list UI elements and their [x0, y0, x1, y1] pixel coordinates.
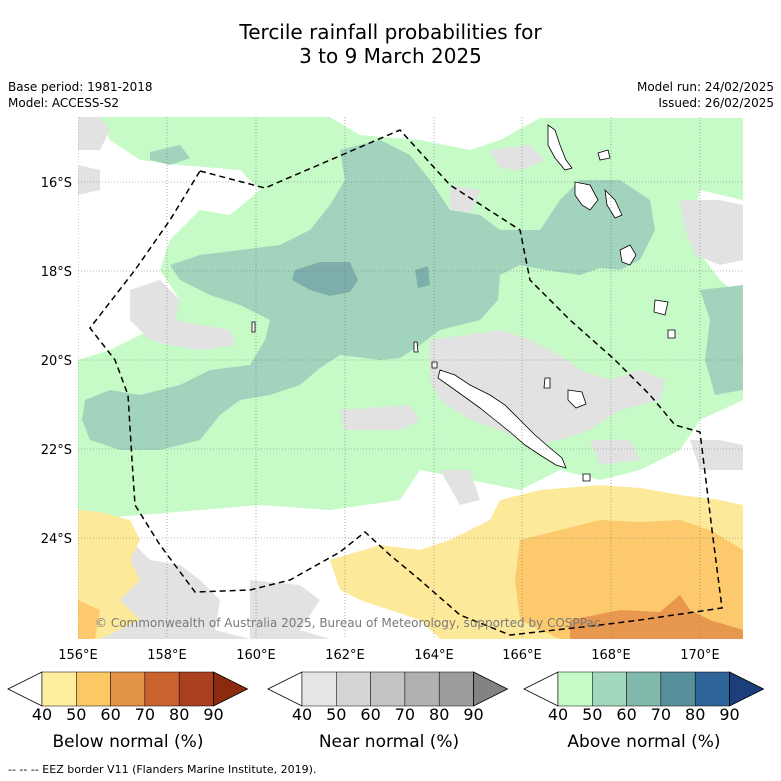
island-outlines — [251, 124, 676, 482]
grid-lines — [78, 117, 743, 639]
colorbar-segment — [76, 671, 111, 707]
colorbar-segment — [592, 671, 627, 707]
colorbar-below-normal: 40 50 60 70 80 90 — [7, 671, 249, 724]
colorbar-segment — [557, 671, 593, 707]
map-title-line1: Tercile rainfall probabilities for — [239, 20, 542, 44]
eez-border — [89, 129, 723, 636]
colorbar-tick-label: 50 — [582, 705, 602, 724]
colorbar-near-normal: 40 50 60 70 80 90 — [267, 671, 509, 724]
lon-label: 170°E — [680, 648, 720, 663]
colorbar-tick-label: 80 — [685, 705, 705, 724]
colorbar-tick-label: 50 — [66, 705, 86, 724]
colorbar-tick-label: 90 — [463, 705, 483, 724]
colorbar-under-triangle — [267, 671, 303, 707]
copyright-text: © Commonwealth of Australia 2025, Bureau… — [95, 616, 600, 630]
colorbar-tick-label: 60 — [616, 705, 636, 724]
lat-label: 20°S — [41, 354, 72, 369]
colorbar-over-triangle — [729, 671, 765, 707]
colorbar-segment — [41, 671, 77, 707]
lat-label: 18°S — [41, 265, 72, 280]
colorbar-segment — [336, 671, 371, 707]
colorbar-tick-label: 70 — [651, 705, 671, 724]
map-area — [78, 117, 743, 639]
colorbar-segment — [110, 671, 146, 707]
base-period-text: Base period: 1981-2018 — [8, 80, 153, 94]
lon-label: 160°E — [236, 648, 276, 663]
colorbar-tick-label: 80 — [169, 705, 189, 724]
colorbar-over-triangle — [213, 671, 249, 707]
colorbar-tick-label: 50 — [326, 705, 346, 724]
colorbar-segment — [144, 671, 180, 707]
longitude-labels: 156°E 158°E 160°E 162°E 164°E 166°E 168°… — [58, 648, 720, 663]
lon-label: 166°E — [502, 648, 542, 663]
lon-label: 168°E — [591, 648, 631, 663]
colorbar-over-triangle — [473, 671, 509, 707]
colorbar-above-normal-label: Above normal (%) — [567, 732, 720, 752]
issued-text: Issued: 26/02/2025 — [658, 96, 774, 110]
colorbar-tick-label: 40 — [548, 705, 568, 724]
colorbar-below-normal-label: Below normal (%) — [53, 732, 204, 752]
colorbar-tick-label: 40 — [292, 705, 312, 724]
lat-label: 24°S — [41, 532, 72, 547]
colorbar-segment — [694, 671, 730, 707]
colorbar-segment — [404, 671, 440, 707]
colorbar-segment — [438, 671, 474, 707]
colorbar-under-triangle — [523, 671, 559, 707]
colorbar-segment — [370, 671, 406, 707]
lon-label: 158°E — [147, 648, 187, 663]
new-caledonia-island — [437, 369, 567, 469]
colorbar-tick-label: 80 — [429, 705, 449, 724]
colorbar-above-normal: 40 50 60 70 80 90 — [523, 671, 765, 724]
colorbar-under-triangle — [7, 671, 43, 707]
latitude-labels: 16°S 18°S 20°S 22°S 24°S — [41, 176, 72, 547]
colorbar-segment — [178, 671, 214, 707]
colorbar-tick-label: 70 — [135, 705, 155, 724]
colorbar-tick-label: 90 — [719, 705, 739, 724]
lon-label: 164°E — [414, 648, 454, 663]
colorbar-tick-label: 60 — [100, 705, 120, 724]
below-normal-50-region — [78, 520, 743, 639]
colorbar-segment — [660, 671, 696, 707]
eez-footer-note: -- -- -- EEZ border V11 (Flanders Marine… — [8, 763, 317, 776]
colorbar-tick-label: 70 — [395, 705, 415, 724]
model-text: Model: ACCESS-S2 — [8, 96, 120, 110]
lon-label: 162°E — [325, 648, 365, 663]
map-title-line2: 3 to 9 March 2025 — [299, 44, 482, 68]
model-run-text: Model run: 24/02/2025 — [636, 80, 774, 94]
lat-label: 22°S — [41, 443, 72, 458]
colorbar-tick-label: 40 — [32, 705, 52, 724]
lat-label: 16°S — [41, 176, 72, 191]
above-normal-50-region — [82, 140, 743, 450]
colorbar-segment — [626, 671, 662, 707]
lon-label: 156°E — [58, 648, 98, 663]
colorbar-tick-label: 60 — [360, 705, 380, 724]
colorbar-tick-label: 90 — [203, 705, 223, 724]
colorbar-segment — [301, 671, 337, 707]
above-normal-60-region — [292, 262, 430, 296]
colorbar-near-normal-label: Near normal (%) — [319, 732, 459, 752]
